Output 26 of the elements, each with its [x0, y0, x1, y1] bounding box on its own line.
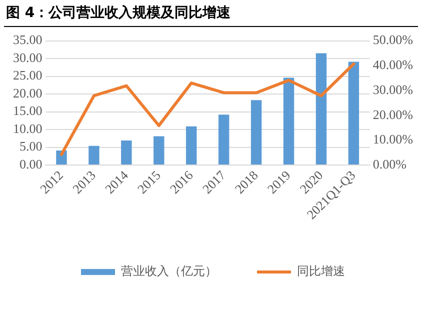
bar — [154, 136, 164, 165]
legend-label: 同比增速 — [297, 264, 345, 278]
y-tick-label: 30.00 — [13, 50, 42, 65]
y-tick-label: 20.00 — [13, 85, 42, 100]
bar — [348, 62, 360, 165]
y2-tick-label: 50.00% — [372, 32, 414, 48]
y2-tick-label: 10.00% — [372, 132, 414, 147]
y2-tick-label: 40.00% — [372, 57, 414, 72]
y-tick-label: 0.00 — [20, 156, 42, 172]
bar — [250, 100, 262, 165]
bar — [186, 126, 197, 165]
y-tick-label: 15.00 — [13, 103, 42, 118]
y2-tick-label: 30.00% — [372, 82, 414, 97]
bar — [316, 53, 327, 165]
bar — [218, 114, 230, 165]
y-tick-label: 25.00 — [13, 68, 42, 83]
bar — [283, 78, 294, 165]
bar — [88, 146, 100, 165]
legend-label: 营业收入（亿元） — [121, 264, 217, 278]
y-tick-label: 10.00 — [13, 120, 42, 136]
y2-tick-label: 0.00% — [372, 156, 407, 172]
y-tick-label: 5.00 — [20, 138, 42, 154]
chart-title: 图 4：公司营业收入规模及同比增速 — [6, 4, 231, 22]
bar — [121, 140, 132, 165]
y-tick-label: 35.00 — [13, 32, 42, 48]
y2-tick-label: 20.00% — [372, 106, 414, 122]
